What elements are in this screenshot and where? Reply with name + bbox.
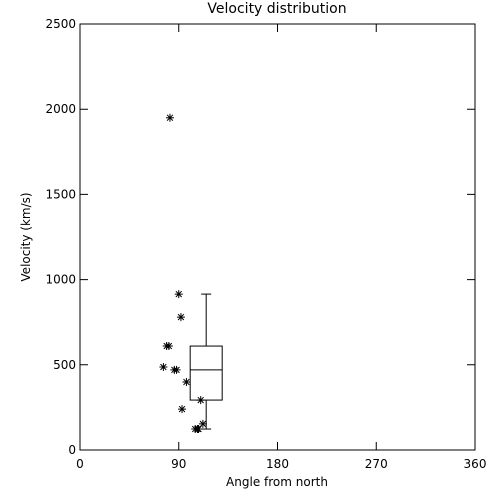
y-tick-label: 1000 — [45, 273, 76, 287]
asterisk-point — [182, 378, 191, 387]
y-tick-label: 2500 — [45, 17, 76, 31]
asterisk-point — [194, 425, 203, 434]
asterisk-point — [164, 342, 173, 351]
x-tick-label: 180 — [266, 457, 289, 471]
asterisk-point — [178, 405, 187, 414]
x-tick-label: 0 — [76, 457, 84, 471]
y-tick-label: 500 — [53, 358, 76, 372]
y-tick-label: 0 — [68, 443, 76, 457]
y-axis-label: Velocity (km/s) — [19, 192, 33, 281]
x-axis-label: Angle from north — [226, 475, 328, 489]
asterisk-point — [198, 419, 207, 428]
asterisk-point — [165, 113, 174, 122]
plot-frame — [79, 23, 476, 451]
y-tick-label: 1500 — [45, 187, 76, 201]
x-tick-label: 360 — [464, 457, 487, 471]
x-tick-label: 90 — [171, 457, 186, 471]
asterisk-point — [172, 365, 181, 374]
y-tick-label: 2000 — [45, 102, 76, 116]
asterisk-point — [174, 290, 183, 299]
asterisk-point — [176, 313, 185, 322]
chart-title: Velocity distribution — [207, 1, 346, 17]
asterisk-point — [159, 363, 168, 372]
x-tick-label: 270 — [365, 457, 388, 471]
box — [189, 345, 223, 401]
